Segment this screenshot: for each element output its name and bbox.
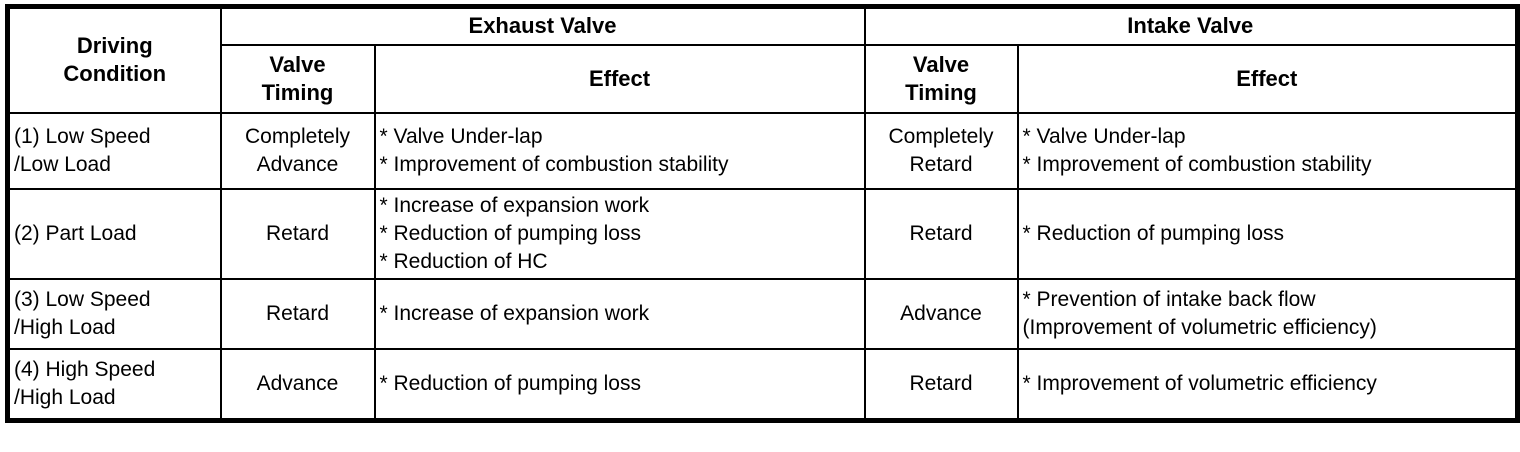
table-row-4: (4) High Speed/High Load Advance * Reduc… [6,347,1519,422]
row-3-intake-timing: Advance [863,277,1019,350]
row-3-intake-effect: * Prevention of intake back flow (Improve… [1016,277,1519,350]
row-2-intake-effect: * Reduction of pumping loss [1016,187,1519,280]
row-4-intake-timing: Retard [863,347,1019,422]
header-intake-effect: Effect [1016,43,1519,114]
row-2-exhaust-effect: * Increase of expansion work * Reduction … [373,187,866,280]
row-1-exhaust-effect: * Valve Under-lap * Improvement of combus… [373,111,866,190]
valve-timing-table: Driving Condition Exhaust Valve Intake Va… [5,4,1520,423]
row-1-exhaust-timing: Completely Advance [219,111,376,190]
row-3-exhaust-timing: Retard [219,277,376,350]
header-intake-valve-timing: Valve Timing [863,43,1019,114]
table-row-1: (1) Low Speed/Low Load Completely Advance… [6,111,1519,190]
row-2-condition: (2) Part Load [6,187,222,280]
row-1-intake-effect: * Valve Under-lap * Improvement of combus… [1016,111,1519,190]
header-intake-valve: Intake Valve [863,5,1519,46]
header-exhaust-valve: Exhaust Valve [219,5,866,46]
row-4-intake-effect: * Improvement of volumetric efficiency [1016,347,1519,422]
table-row-3: (3) Low Speed/High Load Retard * Increas… [6,277,1519,350]
header-exhaust-effect: Effect [373,43,866,114]
row-4-condition: (4) High Speed/High Load [6,347,222,422]
row-1-condition: (1) Low Speed/Low Load [6,111,222,190]
header-exhaust-valve-timing: Valve Timing [219,43,376,114]
table-row-2: (2) Part Load Retard * Increase of expan… [6,187,1519,280]
row-1-intake-timing: Completely Retard [863,111,1019,190]
row-2-intake-timing: Retard [863,187,1019,280]
row-4-exhaust-timing: Advance [219,347,376,422]
row-3-exhaust-effect: * Increase of expansion work [373,277,866,350]
row-2-exhaust-timing: Retard [219,187,376,280]
row-4-exhaust-effect: * Reduction of pumping loss [373,347,866,422]
header-row-sub: Valve Timing Effect Valve Timing Effect [8,43,1519,114]
header-row-top: Driving Condition Exhaust Valve Intake Va… [6,5,1519,114]
row-3-condition: (3) Low Speed/High Load [6,277,222,350]
header-driving-condition: Driving Condition [6,5,222,114]
